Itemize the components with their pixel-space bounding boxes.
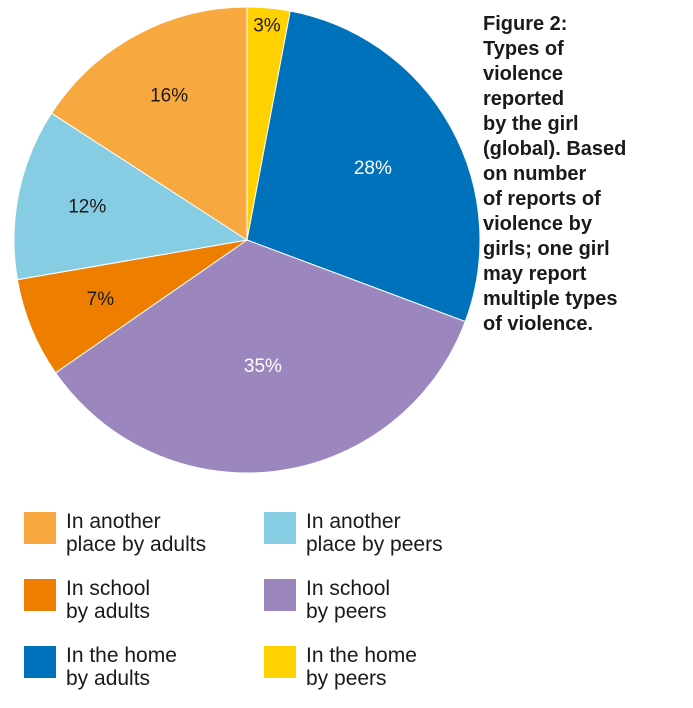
slice-value-label: 16% bbox=[150, 86, 188, 107]
slice-value-label: 7% bbox=[87, 289, 115, 310]
legend-label: In another place by adults bbox=[66, 510, 207, 556]
slice-value-label: 28% bbox=[354, 158, 392, 179]
legend-item: In another place by peers bbox=[264, 510, 443, 556]
legend-label: In the home by adults bbox=[66, 644, 177, 690]
pie-slice-5 bbox=[50, 6, 248, 241]
legend-swatch bbox=[264, 512, 296, 544]
legend-item: In school by adults bbox=[24, 577, 150, 623]
pie-chart: 3% 28% 35% 7% 12% 16% bbox=[13, 6, 481, 474]
legend-swatch bbox=[24, 646, 56, 678]
legend-swatch bbox=[24, 579, 56, 611]
legend-swatch bbox=[264, 579, 296, 611]
legend-swatch bbox=[264, 646, 296, 678]
legend-item: In school by peers bbox=[264, 577, 390, 623]
pie-slice-1 bbox=[246, 10, 481, 323]
pie-slice-2 bbox=[54, 239, 466, 474]
pie-slice-4 bbox=[13, 112, 249, 281]
legend-item: In the home by peers bbox=[264, 644, 417, 690]
slice-value-label: 35% bbox=[244, 356, 282, 377]
legend-item: In another place by adults bbox=[24, 510, 206, 556]
legend-label: In another place by peers bbox=[306, 510, 443, 556]
slice-value-label: 3% bbox=[253, 16, 281, 37]
legend-item: In the home by adults bbox=[24, 644, 177, 690]
legend-label: In the home by peers bbox=[306, 644, 417, 690]
legend-swatch bbox=[24, 512, 56, 544]
figure-caption: Figure 2: Types of violence reported by … bbox=[483, 13, 627, 335]
slice-value-label: 12% bbox=[68, 196, 106, 217]
legend-label: In school by adults bbox=[66, 577, 151, 623]
legend-label: In school by peers bbox=[306, 577, 391, 623]
